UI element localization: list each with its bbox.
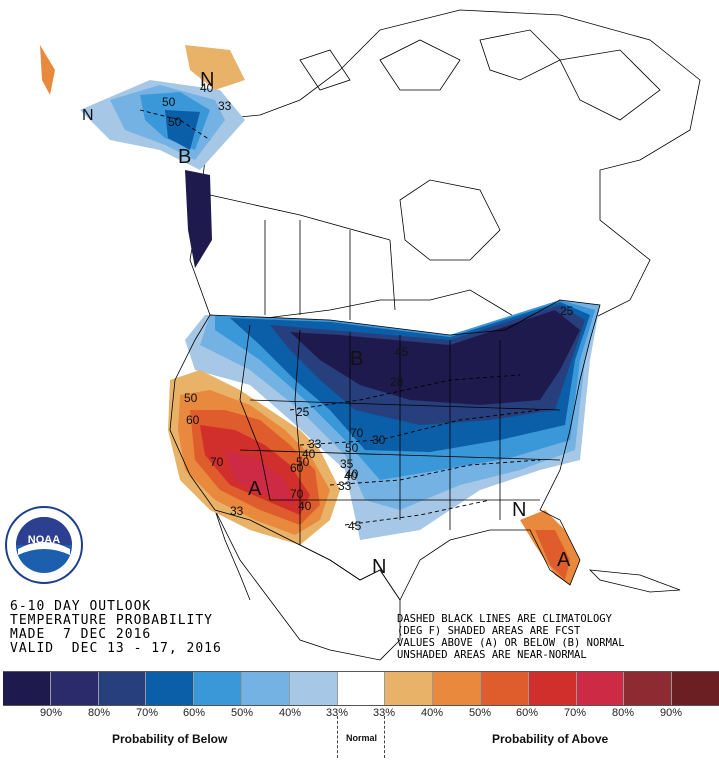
title-line: VALID DEC 13 - 17, 2016	[10, 641, 222, 656]
outlook-notes: DASHED BLACK LINES ARE CLIMATOLOGY (DEG F…	[397, 613, 625, 661]
normal-marker: N	[82, 107, 94, 124]
arctic-islands	[299, 29, 661, 121]
title-line: MADE 7 DEC 2016	[10, 627, 152, 642]
legend-tick: 50%	[230, 707, 254, 719]
legend-swatch	[480, 672, 529, 705]
cuba	[588, 569, 681, 593]
legend-swatch	[672, 672, 719, 705]
legend-ticks: 90% 80% 70% 60% 50% 40% 33% 33% 40% 50% …	[0, 707, 719, 723]
contour-label: 45	[395, 345, 409, 359]
normal-marker: N	[372, 556, 386, 578]
hudson-bay	[399, 179, 501, 261]
normal-marker: N	[512, 499, 526, 521]
probability-legend	[3, 671, 719, 706]
legend-swatch	[576, 672, 625, 705]
legend-swatch	[3, 672, 51, 705]
contour-label: 25	[296, 405, 310, 419]
contour-label: 40	[302, 447, 316, 461]
legend-tick: 80%	[611, 707, 635, 719]
legend-tick: 90%	[39, 707, 63, 719]
legend-swatch	[528, 672, 577, 705]
contour-label: 40	[298, 499, 312, 513]
contour-label: 40	[345, 467, 359, 481]
canada-outline	[189, 9, 701, 321]
contour-label: 33	[218, 99, 232, 113]
noaa-logo-text: NOAA	[28, 534, 60, 546]
legend-tick: 70%	[135, 707, 159, 719]
legend-swatch	[50, 672, 99, 705]
normal-marker: N	[200, 69, 214, 91]
legend-tick: 70%	[563, 707, 587, 719]
note-line: DASHED BLACK LINES ARE CLIMATOLOGY	[397, 613, 612, 625]
legend-tick: 33%	[372, 707, 396, 719]
legend-swatch	[194, 672, 242, 705]
legend-tick: 80%	[87, 707, 111, 719]
above-marker: A	[557, 549, 571, 571]
above-caption: Probability of Above	[492, 732, 609, 746]
legend-swatch	[337, 672, 386, 705]
above-marker: A	[248, 478, 262, 500]
outlook-title: 6-10 DAY OUTLOOK TEMPERATURE PROBABILITY M…	[10, 600, 222, 656]
legend-swatch	[385, 672, 434, 705]
title-line: 6-10 DAY OUTLOOK	[10, 599, 152, 614]
legend-swatch	[98, 672, 147, 705]
contour-label: 50	[296, 455, 310, 469]
contour-label: 70	[350, 426, 364, 440]
legend-swatch	[624, 672, 673, 705]
contour-label: 50	[168, 115, 182, 129]
normal-divider	[384, 716, 385, 758]
legend-swatch	[146, 672, 195, 705]
legend-tick: 33%	[325, 707, 349, 719]
below-marker: B	[350, 348, 363, 370]
legend-swatch	[241, 672, 290, 705]
contour-label: 60	[186, 413, 200, 427]
note-line: UNSHADED AREAS ARE NEAR-NORMAL	[397, 649, 587, 661]
below-caption: Probability of Below	[112, 732, 228, 746]
legend-tick: 90%	[659, 707, 683, 719]
legend-tick: 40%	[420, 707, 444, 719]
legend-tick: 40%	[278, 707, 302, 719]
contour-label: 60	[290, 461, 304, 475]
contour-label: 70	[290, 487, 304, 501]
contour-label: 50	[184, 391, 198, 405]
legend-swatch	[433, 672, 481, 705]
contour-label: 40	[344, 469, 358, 483]
contour-label: 50	[345, 441, 359, 455]
contour-label: 50	[162, 95, 176, 109]
noaa-logo: NOAA	[5, 506, 83, 584]
outlook-map: 33 40 50 50 60 70 33 40 50 60 70 70 50 4…	[40, 9, 701, 661]
baja	[214, 509, 251, 601]
note-line: (DEG F) SHADED AREAS ARE FCST	[397, 625, 581, 637]
normal-divider	[337, 716, 338, 758]
contour-label: 45	[348, 519, 362, 533]
note-line: VALUES ABOVE (A) OR BELOW (B) NORMAL	[397, 637, 625, 649]
contour-label: 40	[200, 81, 214, 95]
contour-label: 33	[338, 479, 352, 493]
legend-swatch	[289, 672, 338, 705]
contour-label: 28	[390, 375, 404, 389]
legend-tick: 60%	[182, 707, 206, 719]
contour-label: 25	[560, 304, 574, 318]
contour-label: 30	[372, 433, 386, 447]
title-line: TEMPERATURE PROBABILITY	[10, 613, 214, 628]
province-lines	[209, 194, 396, 320]
legend-tick: 60%	[515, 707, 539, 719]
normal-caption: Normal	[346, 733, 378, 743]
state-lines	[239, 324, 561, 545]
legend-tick: 50%	[468, 707, 492, 719]
contour-label: 70	[210, 455, 224, 469]
us-outline	[169, 299, 601, 601]
contour-label: 33	[230, 504, 244, 518]
below-marker: B	[178, 146, 191, 168]
contour-label: 33	[308, 437, 322, 451]
contour-label: 35	[340, 457, 354, 471]
